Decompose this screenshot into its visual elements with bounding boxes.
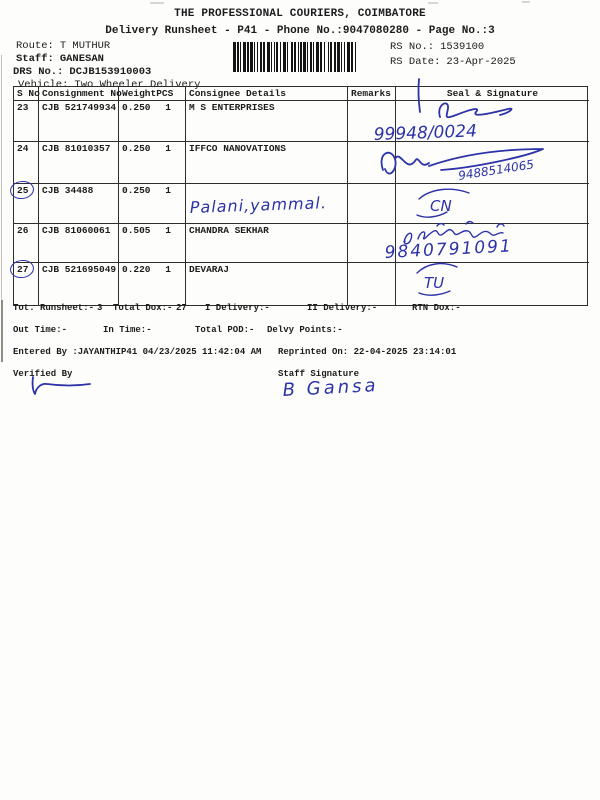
weight-value: 0.250 xyxy=(122,143,151,154)
rs-no-label: RS No.: xyxy=(390,41,435,53)
cell-consignee-details xyxy=(186,184,348,224)
rs-date-value: 23-Apr-2025 xyxy=(446,56,516,68)
cell-seal-signature xyxy=(396,263,589,305)
col-header-seal: Seal & Signature xyxy=(396,87,589,101)
cell-consignment-no: CJB 34488 xyxy=(39,184,119,224)
consignment-table: S No Consignment No Weight PCS Consignee… xyxy=(8,86,589,306)
scan-speck xyxy=(428,2,438,4)
sno-value: 27 xyxy=(17,264,29,275)
cell-sno: 23 xyxy=(14,101,39,142)
vehicle-value: Two Wheeler Delivery xyxy=(74,79,201,91)
cell-remarks xyxy=(348,142,396,184)
cell-sno: 27 xyxy=(8,258,39,305)
rs-no-line: RS No.: 1539100 xyxy=(390,41,484,53)
delvy-points-label: Delvy Points:- xyxy=(267,325,343,335)
cell-sno: 25 xyxy=(8,179,39,224)
cell-seal-signature xyxy=(396,142,589,184)
cell-seal-signature xyxy=(396,224,589,263)
cell-weight-pcs: 0.250 1 xyxy=(119,101,186,142)
sno-value: 25 xyxy=(17,185,29,196)
col-header-weight: Weight xyxy=(122,88,157,99)
pcs-value: 1 xyxy=(165,225,171,236)
cell-consignment-no: CJB 81010357 xyxy=(39,142,119,184)
tot-runsheet-value: 3 xyxy=(97,303,103,313)
pcs-value: 1 xyxy=(165,143,171,154)
cell-weight-pcs: 0.505 1 xyxy=(119,224,186,263)
weight-value: 0.505 xyxy=(122,225,151,236)
weight-value: 0.250 xyxy=(122,185,151,196)
out-time-label: Out Time:- xyxy=(13,325,68,335)
cell-remarks xyxy=(348,101,396,142)
sno-value: 24 xyxy=(17,143,29,154)
col-header-remarks: Remarks xyxy=(348,87,396,101)
staff-signature-label: Staff Signature xyxy=(278,369,360,379)
col-header-consignee: Consignee Details xyxy=(186,87,348,101)
cell-weight-pcs: 0.220 1 xyxy=(119,263,186,305)
rs-date-label: RS Date: xyxy=(390,56,441,68)
sno-value: 26 xyxy=(17,225,29,236)
route-line: Route: T MUTHUR xyxy=(16,40,110,52)
cell-weight-pcs: 0.250 1 xyxy=(119,142,186,184)
staff-value: GANESAN xyxy=(59,53,104,65)
scan-speck xyxy=(522,1,530,3)
barcode-icon xyxy=(233,42,357,72)
staff-line: Staff: GANESAN xyxy=(16,53,104,65)
reprinted-on-line: Reprinted On: 22-04-2025 23:14:01 xyxy=(278,347,457,357)
vehicle-line: Vehicle: Two Wheeler Delivery xyxy=(18,79,200,91)
pcs-value: 1 xyxy=(165,264,171,275)
drs-no-label: DRS No.: xyxy=(13,66,64,78)
pen-circle-annotation xyxy=(8,179,36,201)
page-subtitle: Delivery Runsheet - P41 - Phone No.:9047… xyxy=(105,25,495,37)
cell-sno: 24 xyxy=(14,142,39,184)
route-label: Route: xyxy=(16,40,54,52)
cell-consignment-no: CJB 521695049 xyxy=(39,263,119,305)
col-header-weight-pcs: Weight PCS xyxy=(119,87,186,101)
pcs-value: 1 xyxy=(165,185,171,196)
i-delivery-label: I Delivery:- xyxy=(205,303,270,313)
route-value: T MUTHUR xyxy=(59,40,111,52)
entered-by-line: Entered By :JAYANTHIP41 04/23/2025 11:42… xyxy=(13,347,262,357)
vehicle-label: Vehicle: xyxy=(18,79,69,91)
rtn-dox-label: RTN Dox:- xyxy=(412,303,461,313)
cell-consignee-details: M S ENTERPRISES xyxy=(186,101,348,142)
cell-sno: 26 xyxy=(14,224,39,263)
cell-consignee-details: DEVARAJ xyxy=(186,263,348,305)
staff-label: Staff: xyxy=(16,53,54,65)
cell-remarks xyxy=(348,184,396,224)
rs-no-value: 1539100 xyxy=(440,41,485,53)
total-pod-label: Total POD:- xyxy=(195,325,255,335)
scan-speck xyxy=(150,2,164,4)
total-dox-label: Total Dox:- xyxy=(113,303,173,313)
verified-by-signature xyxy=(31,376,91,395)
sno-value: 23 xyxy=(17,102,29,113)
cell-remarks xyxy=(348,263,396,305)
weight-value: 0.220 xyxy=(122,264,151,275)
cell-seal-signature xyxy=(396,101,589,142)
scan-edge-artifact xyxy=(1,300,3,362)
cell-consignment-no: CJB 521749934 xyxy=(39,101,119,142)
total-dox-value: 27 xyxy=(176,303,187,313)
col-header-consignment: Consignment No xyxy=(39,87,122,101)
cell-consignee-details: CHANDRA SEKHAR xyxy=(186,224,348,263)
cell-weight-pcs: 0.250 1 xyxy=(119,184,186,224)
ii-delivery-label: II Delivery:- xyxy=(307,303,378,313)
tot-runsheet-label: Tot. Runsheet:- xyxy=(13,303,95,313)
drs-no-value: DCJB153910003 xyxy=(69,66,152,78)
page-title: THE PROFESSIONAL COURIERS, COIMBATORE xyxy=(174,8,426,20)
cell-remarks xyxy=(348,224,396,263)
in-time-label: In Time:- xyxy=(103,325,152,335)
cell-consignee-details: IFFCO NANOVATIONS xyxy=(186,142,348,184)
pen-circle-annotation xyxy=(8,258,36,280)
drs-no-line: DRS No.: DCJB153910003 xyxy=(13,66,151,78)
col-header-pcs: PCS xyxy=(156,88,174,99)
cell-seal-signature xyxy=(396,184,589,224)
col-header-sno: S No xyxy=(14,87,40,101)
pcs-value: 1 xyxy=(165,102,171,113)
cell-consignment-no: CJB 81060061 xyxy=(39,224,119,263)
weight-value: 0.250 xyxy=(122,102,151,113)
rs-date-line: RS Date: 23-Apr-2025 xyxy=(390,56,516,68)
scan-edge-artifact xyxy=(1,55,2,305)
verified-by-label: Verified By xyxy=(13,369,73,379)
